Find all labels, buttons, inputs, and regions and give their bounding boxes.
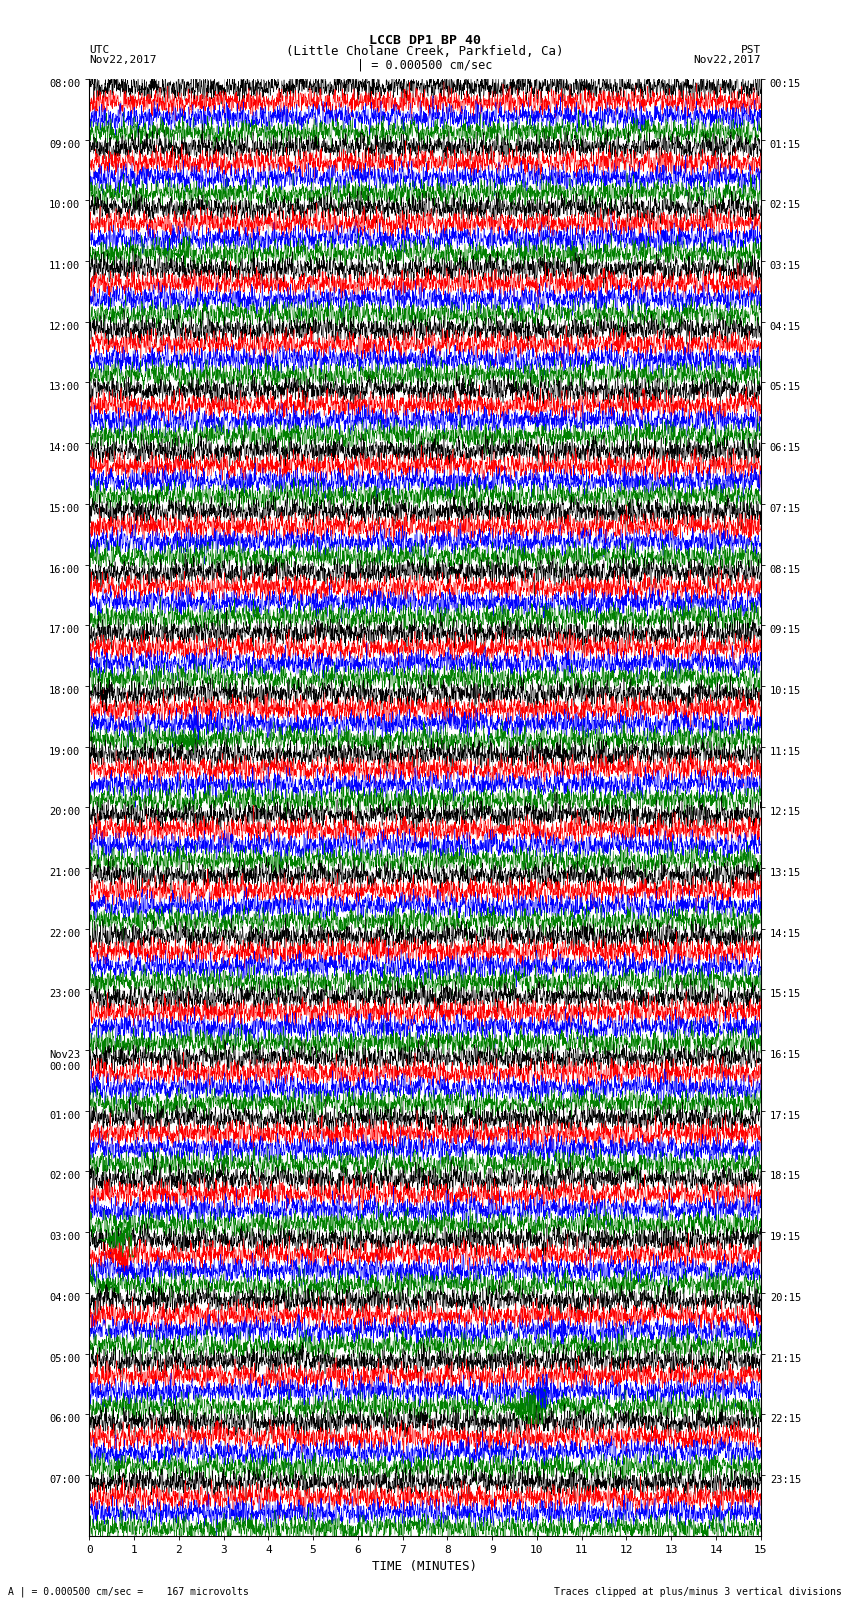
Text: | = 0.000500 cm/sec: | = 0.000500 cm/sec [357,58,493,71]
Text: Traces clipped at plus/minus 3 vertical divisions: Traces clipped at plus/minus 3 vertical … [553,1587,842,1597]
Text: PST: PST [740,45,761,55]
Text: LCCB DP1 BP 40: LCCB DP1 BP 40 [369,34,481,47]
Text: Nov22,2017: Nov22,2017 [694,55,761,65]
Text: Nov22,2017: Nov22,2017 [89,55,156,65]
X-axis label: TIME (MINUTES): TIME (MINUTES) [372,1560,478,1573]
Text: (Little Cholane Creek, Parkfield, Ca): (Little Cholane Creek, Parkfield, Ca) [286,45,564,58]
Text: A | = 0.000500 cm/sec =    167 microvolts: A | = 0.000500 cm/sec = 167 microvolts [8,1586,249,1597]
Text: UTC: UTC [89,45,110,55]
